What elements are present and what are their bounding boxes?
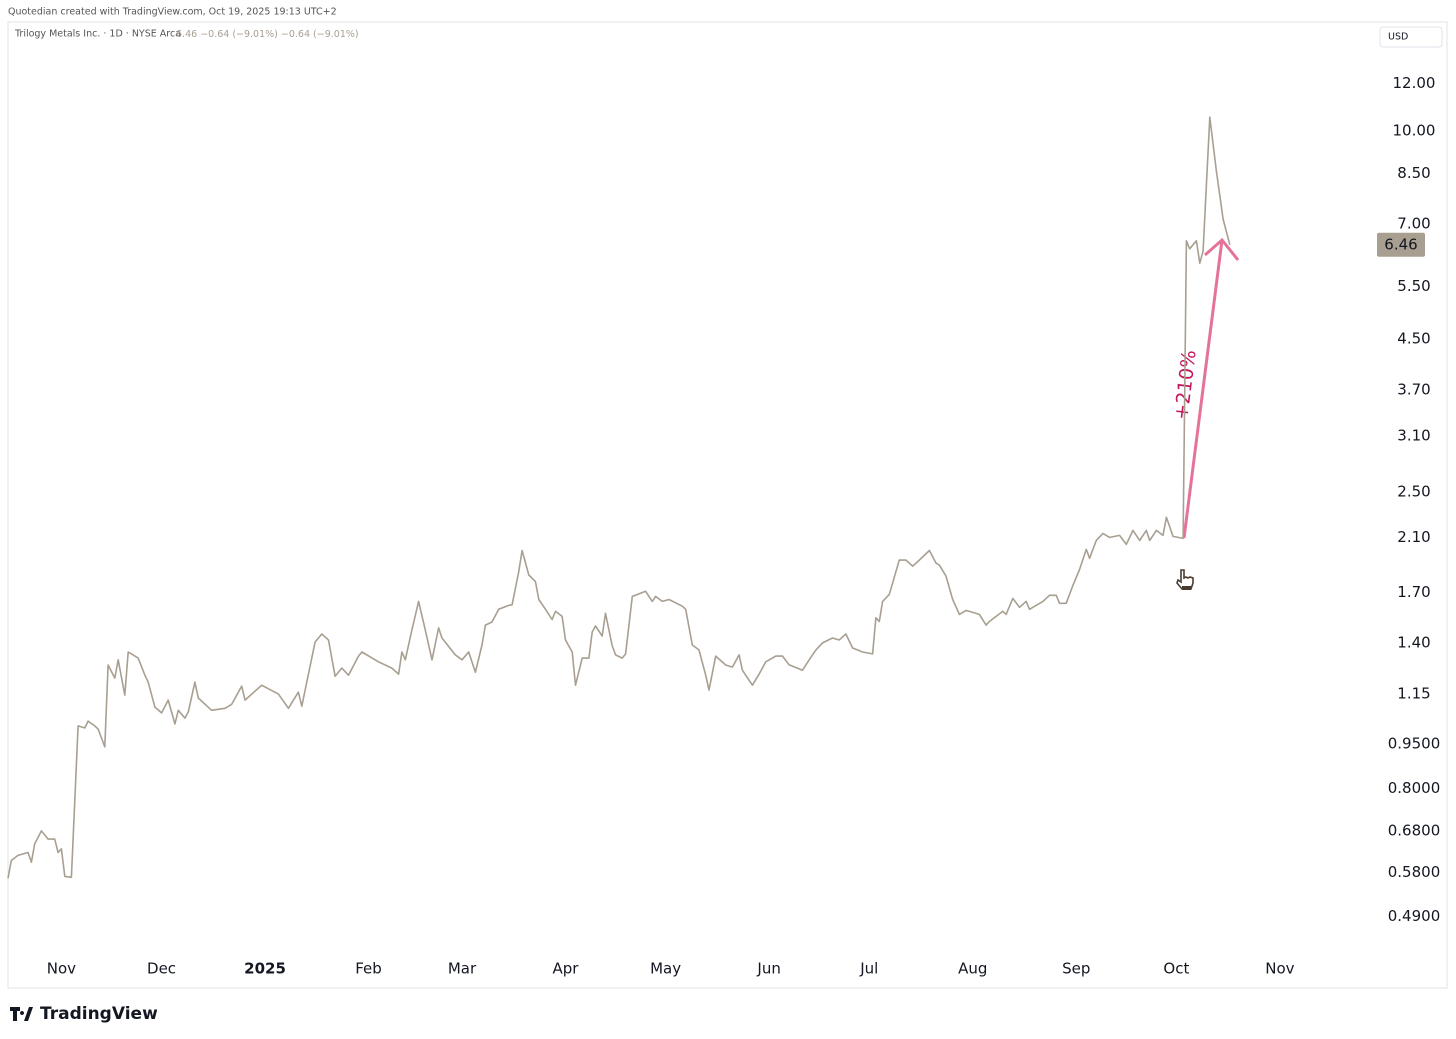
y-tick-label: 1.15 bbox=[1397, 685, 1430, 703]
currency-box[interactable] bbox=[1379, 26, 1443, 48]
legend-value: 6.46 bbox=[176, 29, 197, 40]
legend-value: −0.64 (−9.01%) bbox=[200, 29, 278, 40]
y-tick-label: 8.50 bbox=[1397, 164, 1430, 182]
x-tick-label: Nov bbox=[1265, 960, 1294, 978]
x-tick-label: Feb bbox=[355, 960, 382, 978]
y-tick-label: 0.9500 bbox=[1388, 734, 1441, 752]
x-tick-label: Jul bbox=[859, 960, 878, 978]
y-tick-label: 0.5800 bbox=[1388, 863, 1441, 881]
y-tick-label: 1.40 bbox=[1397, 633, 1430, 651]
x-tick-label: Jun bbox=[756, 960, 780, 978]
y-tick-label: 2.50 bbox=[1397, 482, 1430, 500]
y-tick-label: 1.70 bbox=[1397, 583, 1430, 601]
last-price-tag bbox=[1377, 232, 1425, 257]
price-line bbox=[7, 116, 1231, 879]
brand-logo bbox=[10, 1007, 33, 1021]
legend: Trilogy Metals Inc. · 1D · NYSE Arca bbox=[14, 29, 181, 40]
legend-values: 6.46 −0.64 (−9.01%) −0.64 (−9.01%) bbox=[176, 29, 359, 40]
cursor-icon bbox=[1176, 569, 1194, 590]
header: Quotedian created with TradingView.com, … bbox=[8, 7, 337, 18]
x-tick-label: Oct bbox=[1163, 960, 1189, 978]
x-tick-label: Apr bbox=[553, 960, 580, 978]
y-tick-label: 3.10 bbox=[1397, 426, 1430, 444]
y-tick-label: 2.10 bbox=[1397, 528, 1430, 546]
currency[interactable]: USD bbox=[1388, 32, 1408, 43]
arrow-head bbox=[1204, 237, 1240, 261]
x-tick-label: Sep bbox=[1062, 960, 1090, 978]
x-tick-label: 2025 bbox=[244, 960, 286, 978]
legend-value: −0.64 (−9.01%) bbox=[281, 29, 359, 40]
y-tick-label: 5.50 bbox=[1397, 277, 1430, 295]
x-tick-label: Mar bbox=[448, 960, 477, 978]
y-tick-label: 0.4900 bbox=[1388, 907, 1441, 925]
y-tick-label: 0.6800 bbox=[1388, 821, 1441, 839]
y-tick-label: 3.70 bbox=[1397, 380, 1430, 398]
arrow bbox=[1182, 239, 1224, 539]
x-tick-label: Dec bbox=[147, 960, 176, 978]
x-tick-label: Aug bbox=[958, 960, 987, 978]
logo-mark bbox=[10, 1007, 33, 1021]
brand: TradingView bbox=[40, 1004, 158, 1024]
hand bbox=[1176, 569, 1194, 590]
y-tick-label: 10.00 bbox=[1393, 122, 1436, 140]
chart-frame bbox=[7, 21, 1448, 989]
x-tick-label: May bbox=[650, 960, 681, 978]
hand-cuff bbox=[1182, 586, 1191, 590]
last-price-label: 6.46 bbox=[1384, 235, 1417, 253]
y-tick-label: 12.00 bbox=[1393, 74, 1436, 92]
y-tick-label: 4.50 bbox=[1397, 329, 1430, 347]
y-tick-label: 0.8000 bbox=[1388, 779, 1441, 797]
y-tick-label: 7.00 bbox=[1397, 214, 1430, 232]
x-tick-label: Nov bbox=[47, 960, 76, 978]
